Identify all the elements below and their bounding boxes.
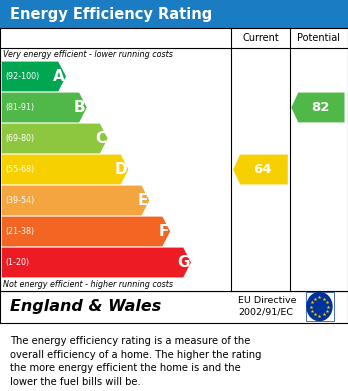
Polygon shape <box>2 186 149 215</box>
Text: (55-68): (55-68) <box>5 165 34 174</box>
Text: D: D <box>114 162 127 177</box>
Text: G: G <box>177 255 190 270</box>
FancyBboxPatch shape <box>0 28 348 291</box>
Text: EU Directive
2002/91/EC: EU Directive 2002/91/EC <box>238 296 297 317</box>
Text: 82: 82 <box>311 101 329 114</box>
Text: Potential: Potential <box>297 33 340 43</box>
Text: B: B <box>74 100 85 115</box>
Text: A: A <box>53 69 65 84</box>
Text: Current: Current <box>242 33 279 43</box>
Circle shape <box>307 292 332 321</box>
Text: 64: 64 <box>253 163 272 176</box>
Text: (39-54): (39-54) <box>5 196 34 205</box>
Text: Not energy efficient - higher running costs: Not energy efficient - higher running co… <box>3 280 174 289</box>
Text: Energy Efficiency Rating: Energy Efficiency Rating <box>10 7 213 22</box>
Text: C: C <box>95 131 106 146</box>
Polygon shape <box>2 248 191 278</box>
Polygon shape <box>2 124 108 153</box>
Polygon shape <box>2 93 87 122</box>
Polygon shape <box>291 93 345 122</box>
Text: E: E <box>137 193 148 208</box>
Text: (81-91): (81-91) <box>5 103 34 112</box>
Polygon shape <box>2 154 128 185</box>
FancyBboxPatch shape <box>0 0 348 28</box>
Text: The energy efficiency rating is a measure of the
overall efficiency of a home. T: The energy efficiency rating is a measur… <box>10 336 262 387</box>
FancyBboxPatch shape <box>0 291 348 323</box>
Polygon shape <box>2 61 66 91</box>
Text: F: F <box>158 224 169 239</box>
Polygon shape <box>233 154 288 185</box>
Text: (21-38): (21-38) <box>5 227 34 236</box>
Polygon shape <box>2 217 170 246</box>
Text: (1-20): (1-20) <box>5 258 29 267</box>
Text: (92-100): (92-100) <box>5 72 39 81</box>
Text: England & Wales: England & Wales <box>10 299 162 314</box>
Text: Very energy efficient - lower running costs: Very energy efficient - lower running co… <box>3 50 173 59</box>
Text: (69-80): (69-80) <box>5 134 34 143</box>
